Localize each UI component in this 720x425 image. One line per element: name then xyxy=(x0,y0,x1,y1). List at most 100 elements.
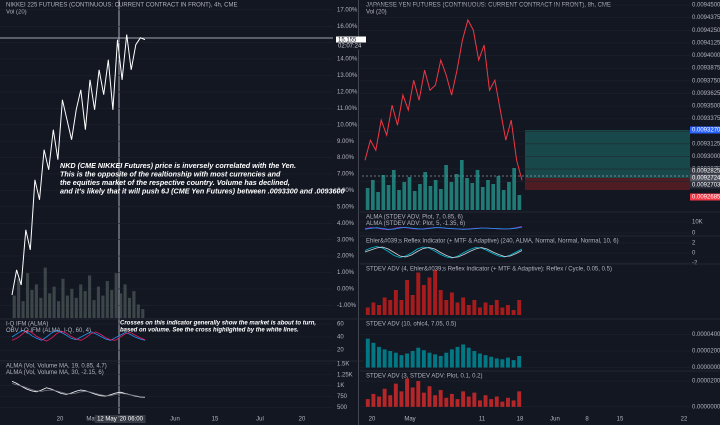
y-tick-label: 0.0094375 xyxy=(692,15,720,21)
price-label: 0.0093270 xyxy=(692,128,720,134)
y-tick-label: 0.0093500 xyxy=(692,104,720,110)
y-tick-label: 16.00% xyxy=(337,24,358,30)
price-line xyxy=(364,246,523,259)
indicator-bar xyxy=(517,391,522,407)
price-label: 15.155 xyxy=(338,38,357,44)
indicator-bar xyxy=(410,387,415,407)
volume-bar xyxy=(74,297,78,318)
indicator-label: I-Q IFM (ALMA) xyxy=(6,322,48,328)
volume-bar xyxy=(119,293,123,318)
y-tick-label: 0.0093125 xyxy=(692,141,720,147)
indicator-bar xyxy=(477,353,482,368)
y-tick-label: 8.00% xyxy=(337,155,355,161)
volume-bar xyxy=(486,180,490,210)
y-tick-label: 10.00% xyxy=(337,122,358,128)
indicator-bar xyxy=(517,300,522,315)
indicator-bar xyxy=(506,397,510,407)
volume-bar xyxy=(449,182,454,210)
indicator-bar xyxy=(449,393,454,407)
indicator-bar xyxy=(371,302,376,315)
indicator-bar xyxy=(365,399,370,407)
volume-bar xyxy=(412,191,417,210)
indicator-bar xyxy=(388,395,393,407)
indicator-bar xyxy=(511,310,516,315)
volume-bar xyxy=(397,190,401,210)
y-tick-label: 0.0093875 xyxy=(692,66,720,72)
y-tick-label: 0 xyxy=(692,231,696,237)
price-label-box xyxy=(690,167,720,175)
x-tick-label: 20 xyxy=(369,417,376,423)
y-tick-label: 0.00% xyxy=(337,287,355,293)
indicator-bar xyxy=(472,392,477,407)
x-tick-label: Jun xyxy=(550,417,560,423)
volume-bar xyxy=(30,290,34,318)
y-tick-label: 500 xyxy=(337,405,348,411)
indicator-bar xyxy=(500,359,505,368)
indicator-bar xyxy=(483,395,488,407)
x-tick-label: 11 xyxy=(479,417,486,423)
y-tick-label: 0.0000000 xyxy=(692,404,720,410)
indicator-bar xyxy=(489,399,494,407)
volume-bar xyxy=(418,184,422,210)
indicator-bar xyxy=(433,395,438,407)
indicator-bar xyxy=(388,351,393,368)
indicator-bar xyxy=(494,300,499,315)
volume-bar xyxy=(25,273,30,318)
indicator-label: ALMA (STDEV ADV: Plot, 5, -1.35, 6) xyxy=(366,221,465,227)
indicator-note: Crosses on this indicator generally show… xyxy=(120,321,316,327)
indicator-bar xyxy=(455,346,460,368)
y-tick-label: -1.00% xyxy=(337,303,357,309)
price-line xyxy=(364,246,523,258)
y-tick-label: 2 xyxy=(692,241,696,247)
x-tick-label: 22 xyxy=(681,417,688,423)
indicator-bar xyxy=(472,351,477,368)
x-tick-label: Jul xyxy=(256,417,264,423)
indicator-bar xyxy=(405,280,410,315)
indicator-bar xyxy=(449,349,454,368)
stop-zone xyxy=(525,178,690,190)
price-line xyxy=(11,330,146,342)
volume-bar xyxy=(365,188,370,210)
volume-bar xyxy=(480,187,485,210)
indicator-label: STDEV ADV (4, Ehler&#039;s Reflex Indica… xyxy=(366,267,612,273)
volume-bar xyxy=(83,291,87,318)
indicator-bar xyxy=(393,383,398,407)
y-tick-label: 4.00% xyxy=(337,221,355,227)
volume-bar xyxy=(141,309,145,318)
volume-bar xyxy=(34,284,38,318)
volume-bar xyxy=(496,176,501,210)
price-label: 0.0092685 xyxy=(692,195,720,201)
y-tick-label: 5.00% xyxy=(337,204,355,210)
volume-bar xyxy=(136,304,140,318)
target-zone xyxy=(525,130,690,178)
volume-label: Vol (20) xyxy=(6,10,27,16)
volume-bar xyxy=(17,278,21,318)
indicator-bar xyxy=(494,396,499,407)
indicator-bar xyxy=(399,391,404,407)
volume-bar xyxy=(475,170,480,210)
volume-bar xyxy=(61,278,65,318)
indicator-bar xyxy=(477,307,482,315)
annotation: the equities market of the respective co… xyxy=(60,178,290,187)
volume-bar xyxy=(132,291,136,318)
price-line xyxy=(11,383,146,398)
indicator-bar xyxy=(455,302,460,315)
price-label: 02:07:24 xyxy=(338,44,362,50)
indicator-bar xyxy=(444,397,449,407)
indicator-bar xyxy=(410,351,415,368)
volume-bar xyxy=(96,286,101,318)
indicator-bar xyxy=(506,357,510,368)
volume-bar xyxy=(423,172,428,210)
price-line xyxy=(364,18,523,181)
y-tick-label: 1.5K xyxy=(337,361,349,367)
x-tick-label: 18 xyxy=(517,417,524,423)
price-line xyxy=(11,380,146,398)
indicator-label: STDEV ADV (10, ohlc4, 7.05, 0.5) xyxy=(366,322,456,328)
y-tick-label: 2.00% xyxy=(337,254,355,260)
indicator-label: STDEV ADV (3, STDEV ADV: Plot, 0.1, 0.2) xyxy=(366,374,483,380)
y-tick-label: 0.0094125 xyxy=(692,40,720,46)
x-tick-label: May xyxy=(404,417,415,423)
x-tick-label: 15 xyxy=(617,417,624,423)
indicator-bar xyxy=(377,346,381,368)
price-label: 0.0092825 xyxy=(692,169,720,175)
